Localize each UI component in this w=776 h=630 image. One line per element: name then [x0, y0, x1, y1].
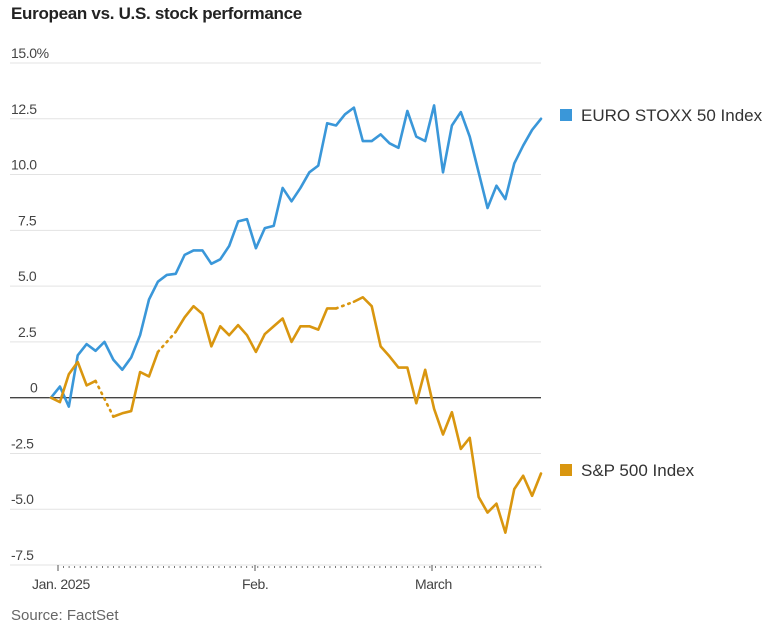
x-axis: Jan. 2025 Feb. March — [32, 565, 542, 592]
y-tick-label: -7.5 — [11, 547, 34, 563]
y-tick-label: -5.0 — [11, 491, 34, 507]
series-lines — [49, 104, 543, 534]
y-tick-label: 12.5 — [11, 101, 37, 117]
y-tick-label: 10.0 — [11, 157, 37, 173]
y-tick-label: -2.5 — [11, 435, 34, 451]
series-line — [174, 304, 338, 354]
x-tick-label: Jan. 2025 — [32, 576, 91, 592]
y-tick-label: 15.0% — [11, 45, 49, 61]
series-gap-dotted — [156, 330, 178, 354]
x-tick-label: Feb. — [242, 576, 268, 592]
legend-label: S&P 500 Index — [581, 461, 695, 480]
y-tick-label: 7.5 — [18, 212, 37, 228]
legend-label: EURO STOXX 50 Index — [581, 106, 763, 125]
series-line — [49, 360, 97, 404]
series-line — [112, 350, 160, 418]
legend-swatch — [560, 464, 572, 476]
series-sp-500 — [49, 295, 543, 534]
source-note: Source: FactSet — [11, 607, 119, 624]
y-tick-label: 2.5 — [18, 324, 37, 340]
series-gap-dotted — [334, 300, 356, 310]
series-line — [49, 104, 543, 408]
y-tick-label: 0 — [30, 380, 38, 396]
y-axis-ticks: 15.0% 12.5 10.0 7.5 5.0 2.5 0 -2.5 -5.0 -7.5 — [11, 45, 49, 563]
series-gap-dotted — [94, 379, 115, 418]
y-tick-label: 5.0 — [18, 268, 37, 284]
legend-swatch — [560, 109, 572, 121]
legend: EURO STOXX 50 Index S&P 500 Index — [560, 106, 763, 480]
series-euro-stoxx-50 — [49, 104, 543, 408]
chart-title: European vs. U.S. stock performance — [11, 4, 302, 23]
x-tick-label: March — [415, 576, 452, 592]
series-line — [352, 295, 543, 534]
gridlines — [10, 62, 541, 566]
